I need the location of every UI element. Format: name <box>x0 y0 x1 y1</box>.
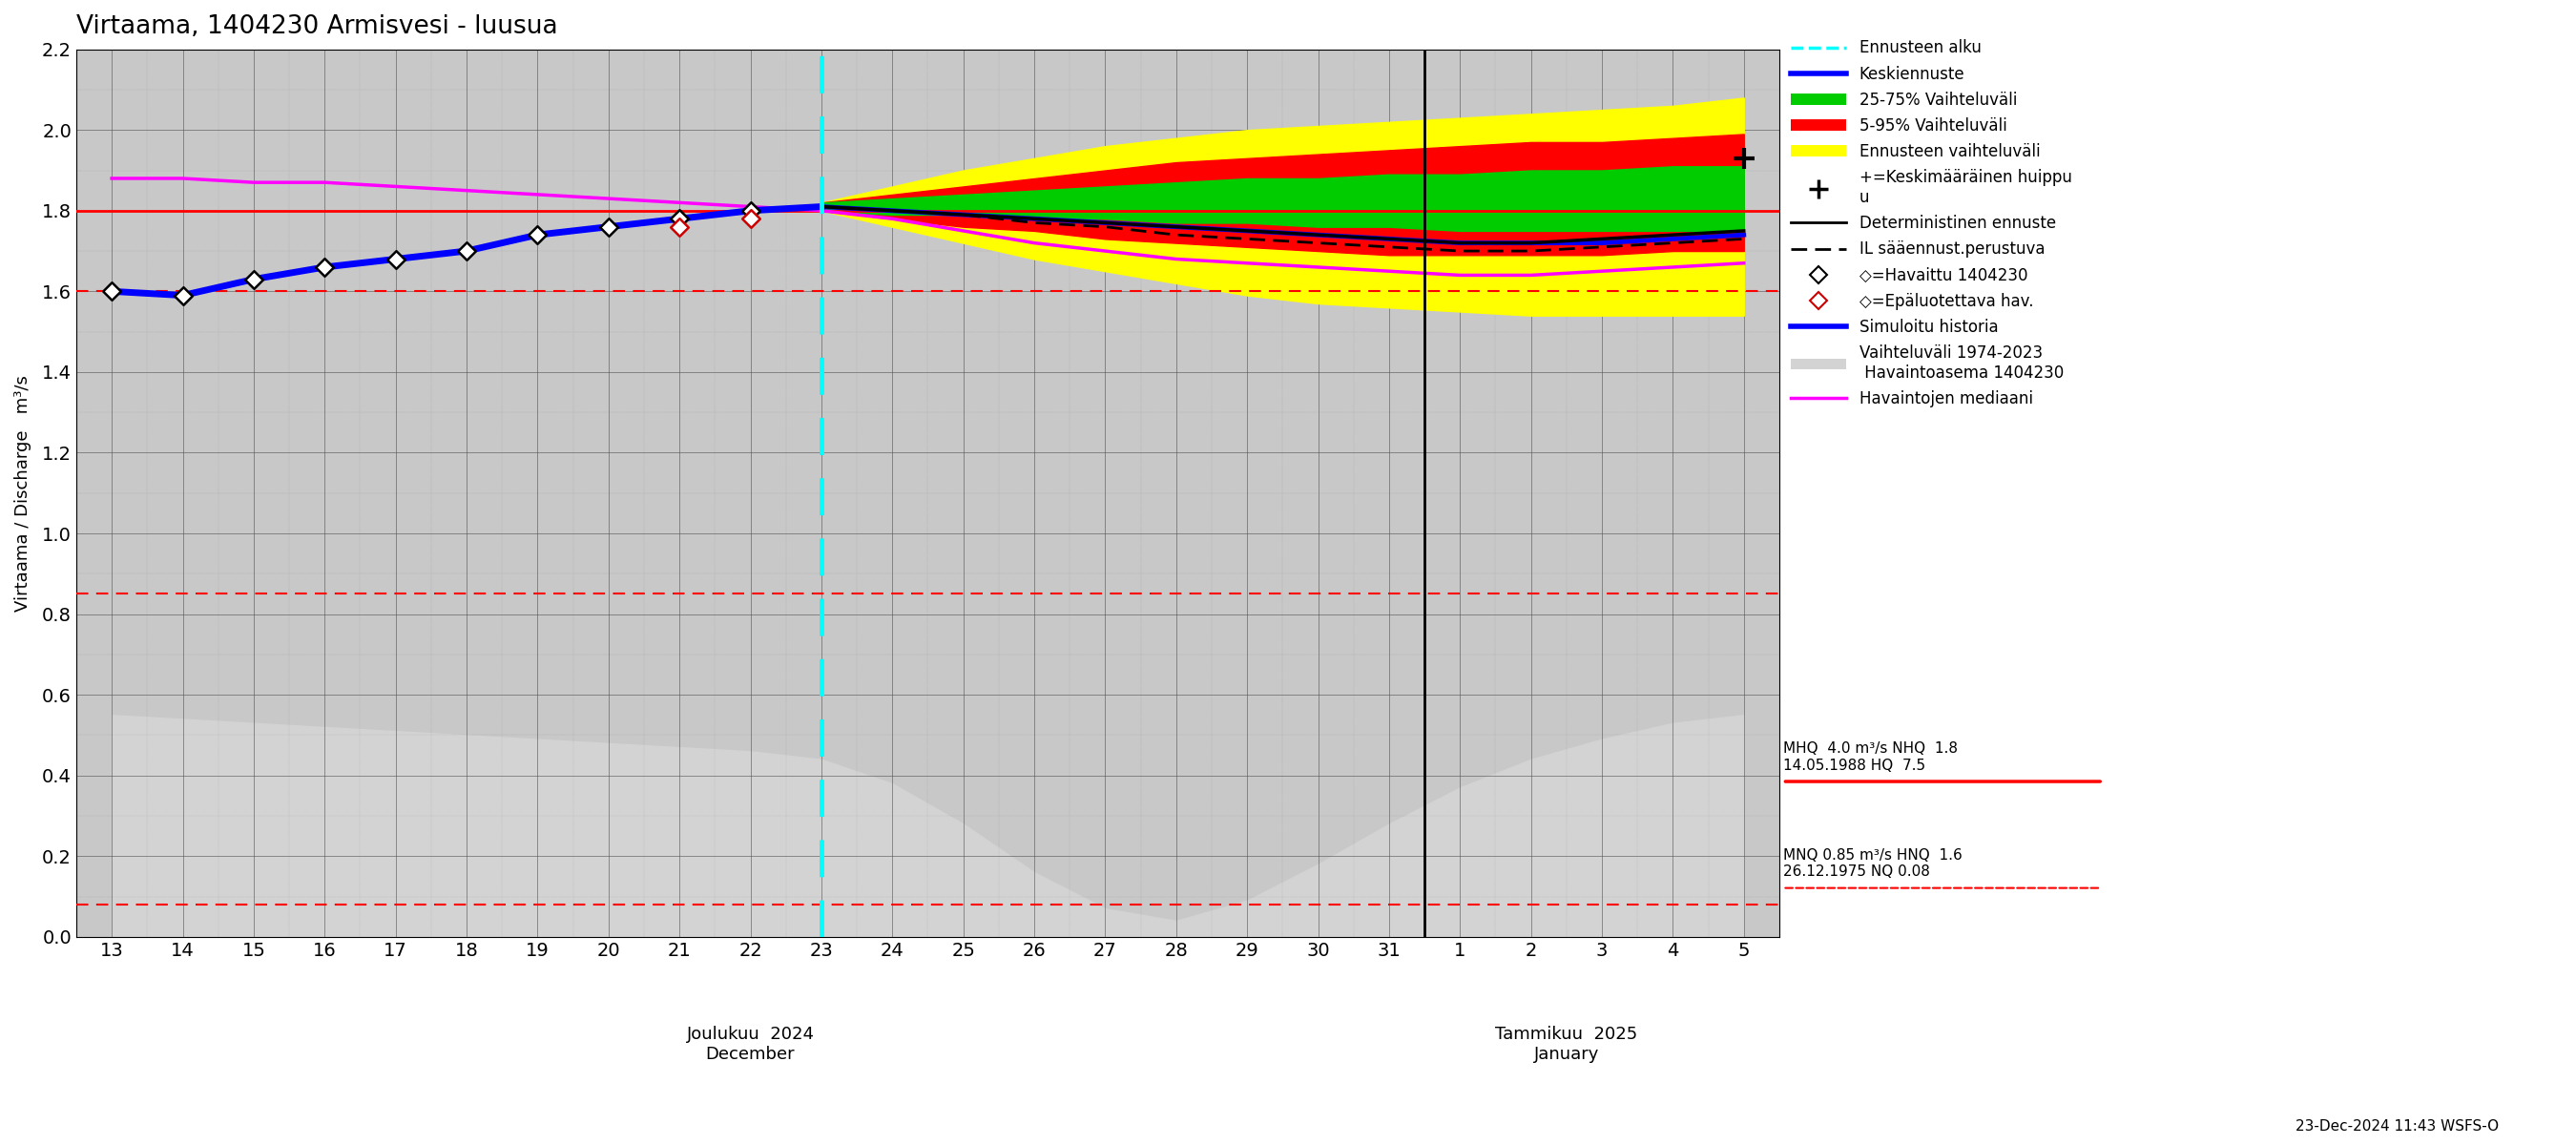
Point <box>587 218 629 236</box>
Point <box>232 270 273 289</box>
Point <box>659 210 701 228</box>
Text: MHQ  4.0 m³/s NHQ  1.8
14.05.1988 HQ  7.5: MHQ 4.0 m³/s NHQ 1.8 14.05.1988 HQ 7.5 <box>1783 742 1958 773</box>
Legend: Ennusteen alku, Keskiennuste, 25-75% Vaihteluväli, 5-95% Vaihteluväli, Ennusteen: Ennusteen alku, Keskiennuste, 25-75% Vai… <box>1790 39 2071 408</box>
Point <box>659 218 701 236</box>
Text: Tammikuu  2025
January: Tammikuu 2025 January <box>1494 1026 1638 1063</box>
Point <box>729 210 770 228</box>
Text: Joulukuu  2024
December: Joulukuu 2024 December <box>685 1026 814 1063</box>
Point <box>729 202 770 220</box>
Y-axis label: Virtaama / Discharge   m³/s: Virtaama / Discharge m³/s <box>15 374 31 611</box>
Point <box>446 242 487 260</box>
Text: MNQ 0.85 m³/s HNQ  1.6
26.12.1975 NQ 0.08: MNQ 0.85 m³/s HNQ 1.6 26.12.1975 NQ 0.08 <box>1783 848 1963 879</box>
Point <box>162 286 204 305</box>
Point <box>304 258 345 276</box>
Text: Virtaama, 1404230 Armisvesi - luusua: Virtaama, 1404230 Armisvesi - luusua <box>77 14 559 39</box>
Point <box>518 226 559 244</box>
Text: 23-Dec-2024 11:43 WSFS-O: 23-Dec-2024 11:43 WSFS-O <box>2295 1120 2499 1134</box>
Point <box>376 250 417 268</box>
Point <box>90 282 131 300</box>
